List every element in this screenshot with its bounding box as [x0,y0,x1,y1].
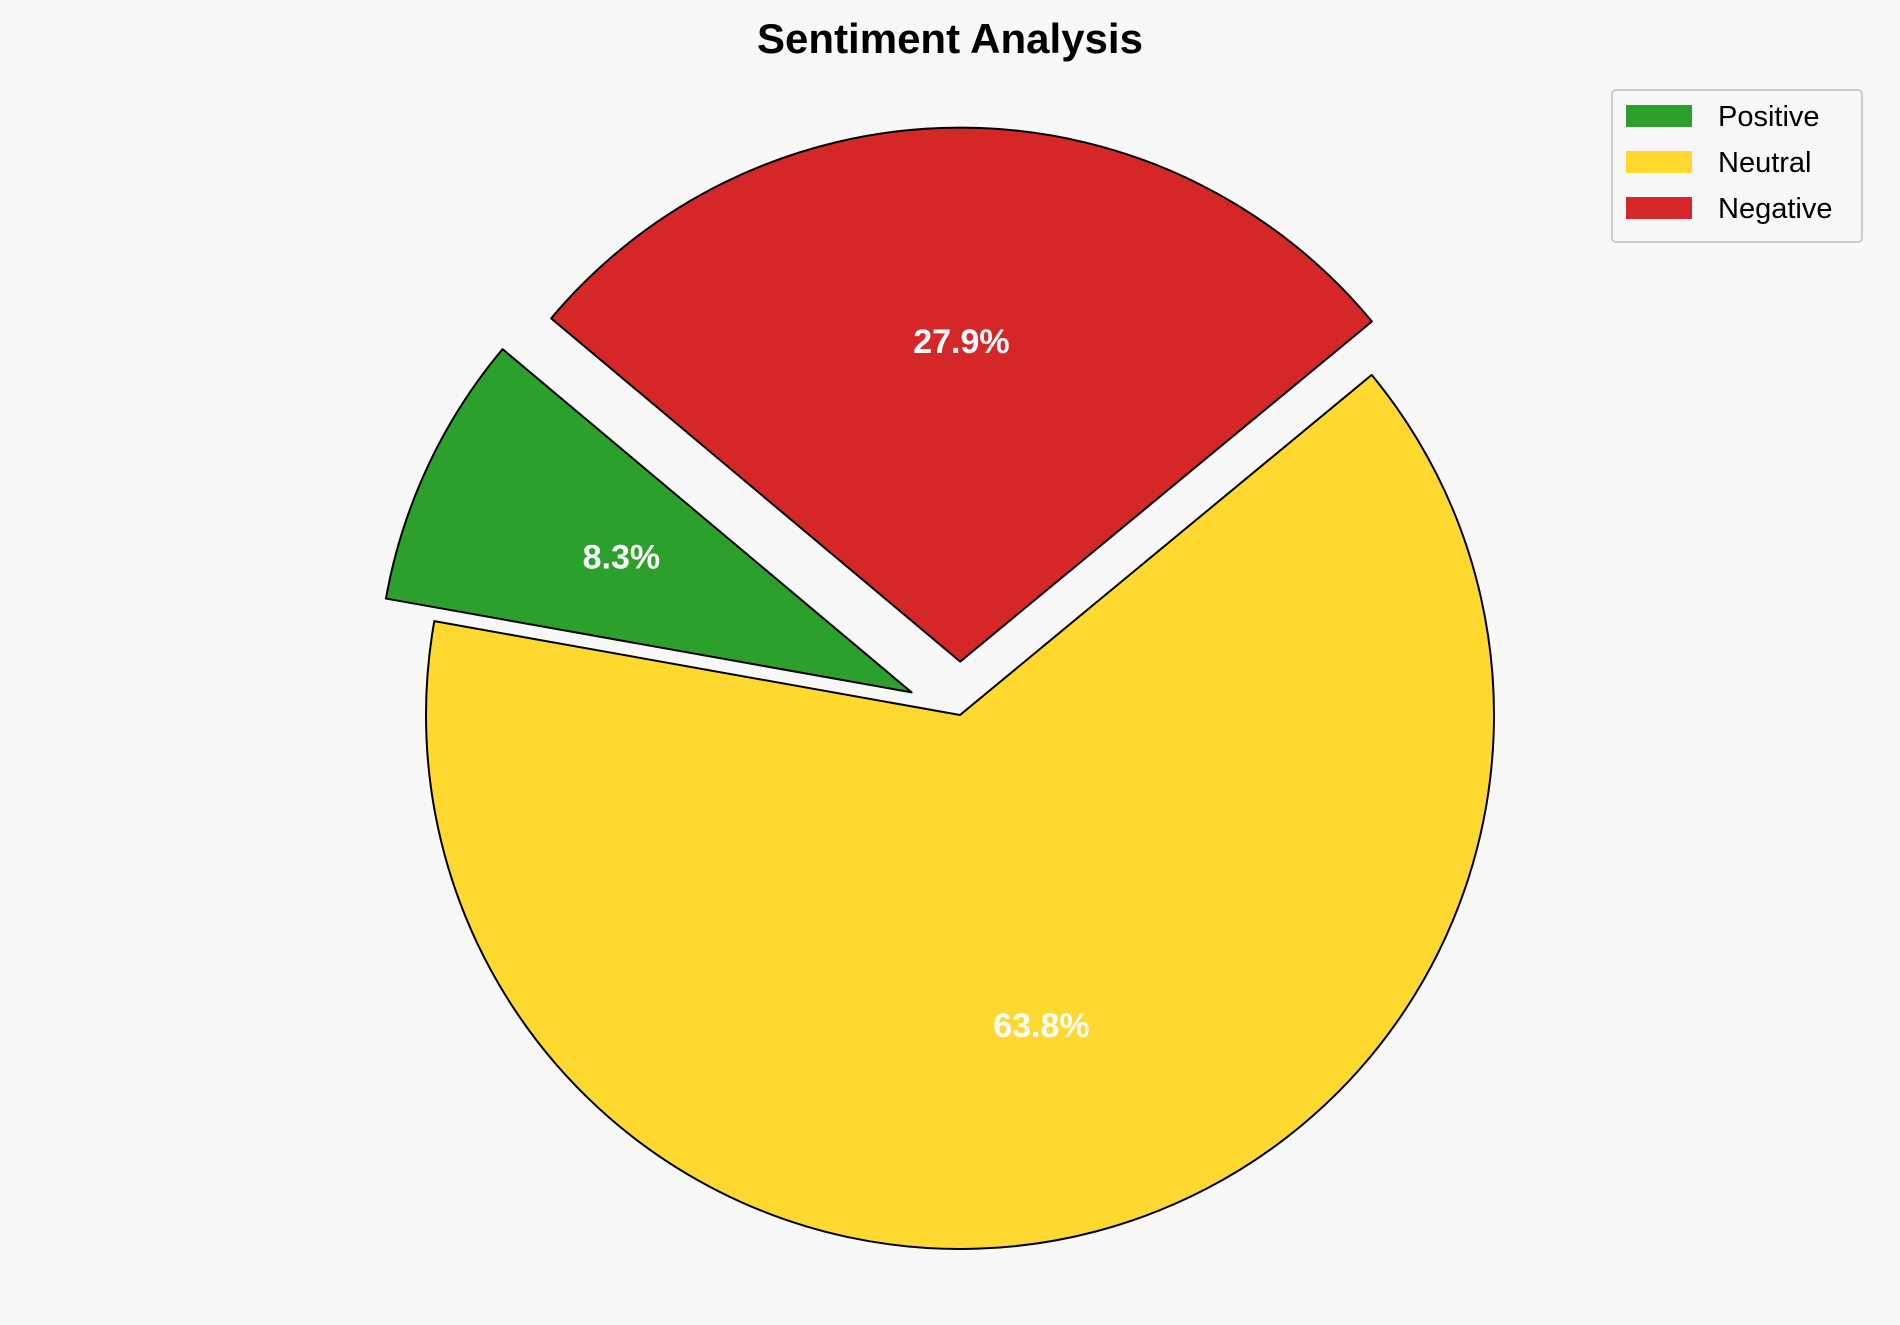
legend-swatch-positive [1626,105,1692,127]
slice-label-positive: 8.3% [583,539,661,577]
pie-slice-neutral [425,373,1495,1250]
chart-title: Sentiment Analysis [757,15,1143,62]
legend-swatch-neutral [1626,151,1692,173]
legend-label-positive: Positive [1718,101,1820,133]
pie-slice-positive [384,348,913,694]
legend-label-neutral: Neutral [1718,147,1812,179]
slice-label-neutral: 63.8% [993,1007,1089,1045]
legend: Positive Neutral Negative [1611,89,1863,243]
legend-label-negative: Negative [1718,193,1832,225]
legend-swatch-negative [1626,197,1692,219]
pie-slice-negative [550,126,1373,663]
slice-label-negative: 27.9% [913,323,1009,361]
